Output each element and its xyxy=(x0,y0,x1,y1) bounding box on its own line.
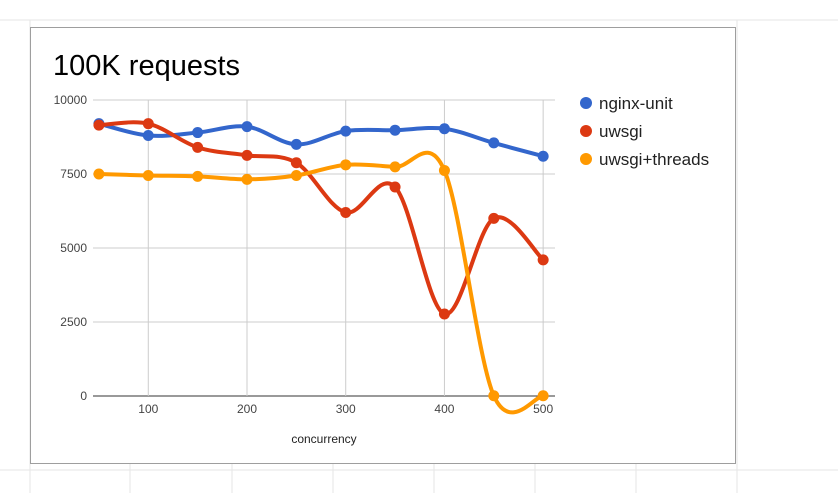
data-point[interactable] xyxy=(241,149,253,161)
series-layer xyxy=(93,118,549,415)
data-point[interactable] xyxy=(340,206,352,218)
data-point[interactable] xyxy=(438,164,450,176)
data-point[interactable] xyxy=(142,169,154,181)
chart-title: 100K requests xyxy=(53,50,240,82)
data-point[interactable] xyxy=(438,123,450,135)
legend-entry[interactable]: nginx-unit xyxy=(580,94,673,113)
data-point[interactable] xyxy=(340,125,352,137)
y-tick-label: 5000 xyxy=(60,241,87,255)
chart-card[interactable]: 0 2500 5000 7500 10000 100 200 300 400 500 nginx-… xyxy=(30,27,736,464)
legend-entry[interactable]: uwsgi+threads xyxy=(580,150,709,169)
legend-label: uwsgi+threads xyxy=(599,150,709,169)
series-uwsgi[interactable] xyxy=(93,118,549,320)
x-tick-label: 400 xyxy=(434,402,454,416)
data-point[interactable] xyxy=(537,390,549,402)
series-nginx-unit[interactable] xyxy=(93,118,549,162)
y-tick-label: 0 xyxy=(80,389,87,403)
series-uwsgi-threads[interactable] xyxy=(93,150,549,415)
legend-label: uwsgi xyxy=(599,122,642,141)
y-tick-label: 10000 xyxy=(54,93,88,107)
legend-marker xyxy=(580,97,592,109)
legend-entry[interactable]: uwsgi xyxy=(580,122,642,141)
grid-layer xyxy=(93,99,555,397)
data-point[interactable] xyxy=(290,157,302,169)
data-point[interactable] xyxy=(192,170,204,182)
legend-marker xyxy=(580,125,592,137)
data-point[interactable] xyxy=(488,137,500,149)
data-point[interactable] xyxy=(438,308,450,320)
data-point[interactable] xyxy=(389,124,401,136)
data-point[interactable] xyxy=(389,181,401,193)
data-point[interactable] xyxy=(142,130,154,142)
data-point[interactable] xyxy=(290,169,302,181)
data-point[interactable] xyxy=(241,121,253,133)
axis-layer: 0 2500 5000 7500 10000 100 200 300 400 500 xyxy=(54,93,554,416)
x-tick-label: 100 xyxy=(138,402,158,416)
x-axis-label: concurrency xyxy=(291,432,356,446)
series-line[interactable] xyxy=(96,120,546,317)
y-tick-label: 7500 xyxy=(60,167,87,181)
data-point[interactable] xyxy=(142,118,154,130)
x-tick-label: 200 xyxy=(237,402,257,416)
data-point[interactable] xyxy=(93,119,105,131)
legend-label: nginx-unit xyxy=(599,94,673,113)
data-point[interactable] xyxy=(488,212,500,224)
data-point[interactable] xyxy=(241,173,253,185)
line-chart: 0 2500 5000 7500 10000 100 200 300 400 500 nginx-… xyxy=(53,50,709,446)
data-point[interactable] xyxy=(537,150,549,162)
data-point[interactable] xyxy=(389,161,401,173)
data-point[interactable] xyxy=(537,254,549,266)
legend[interactable]: nginx-unit uwsgi uwsgi+threads xyxy=(580,94,709,169)
x-tick-label: 300 xyxy=(336,402,356,416)
y-tick-label: 2500 xyxy=(60,315,87,329)
data-point[interactable] xyxy=(290,138,302,150)
data-point[interactable] xyxy=(192,127,204,139)
data-point[interactable] xyxy=(192,141,204,153)
series-line[interactable] xyxy=(96,121,546,159)
data-point[interactable] xyxy=(93,168,105,180)
x-tick-label: 500 xyxy=(533,402,553,416)
data-point[interactable] xyxy=(488,390,500,402)
legend-marker xyxy=(580,153,592,165)
data-point[interactable] xyxy=(340,159,352,171)
